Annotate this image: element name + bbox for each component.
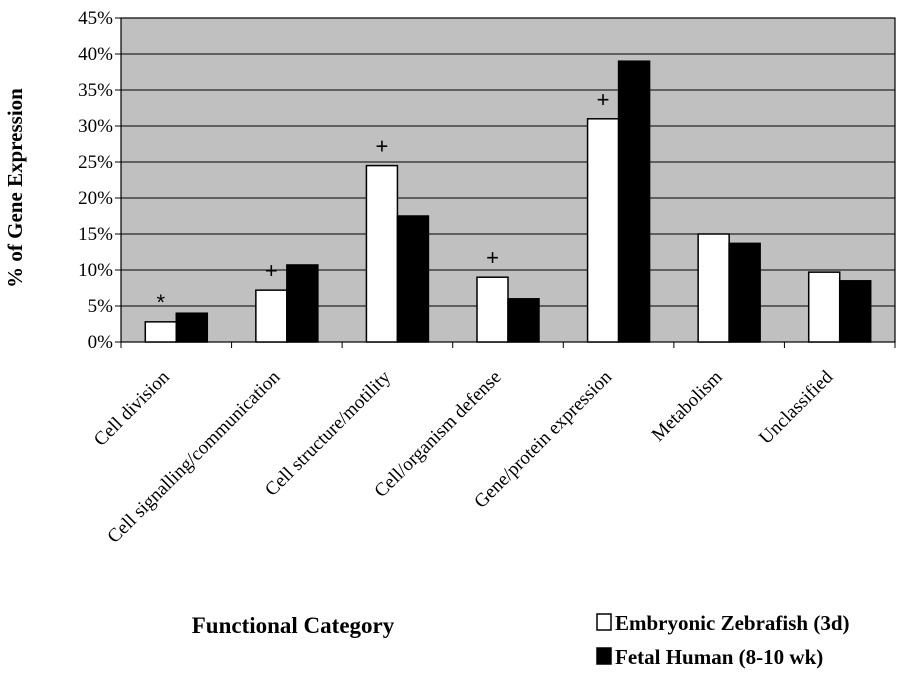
x-category-label: Cell signalling/communication [103, 366, 284, 547]
gridlines [121, 17, 895, 343]
y-tick-label: 20% [78, 188, 113, 209]
significance-mark: + [375, 134, 388, 159]
legend-swatch-human [596, 647, 612, 665]
y-tick-label: 40% [78, 44, 113, 65]
y-tick-label: 35% [78, 80, 113, 101]
bar-human [838, 280, 872, 343]
y-axis-label: % of Gene Expression [3, 88, 27, 288]
bar-zebrafish [807, 271, 841, 343]
y-tick-label: 45% [78, 8, 113, 29]
significance-marks: * + + + + [157, 87, 610, 315]
significance-mark: * [157, 290, 166, 315]
bar-human [617, 60, 651, 343]
legend-swatch-zebrafish [596, 613, 612, 631]
x-category-label: Cell division [90, 366, 174, 450]
bar-zebrafish [144, 321, 178, 343]
y-axis-ticks: 0% 5% 10% 15% 20% 25% 30% 35% 40% 45% [78, 8, 121, 353]
bar-human [396, 215, 430, 343]
bar-human [175, 312, 209, 343]
bar-zebrafish [476, 276, 509, 343]
significance-mark: + [597, 87, 610, 112]
x-category-label: Metabolism [648, 367, 727, 446]
bar-human [286, 264, 319, 343]
legend-label-human: Fetal Human (8-10 wk) [615, 645, 823, 669]
y-tick-label: 15% [78, 224, 113, 245]
x-category-label: Unclassified [755, 366, 837, 448]
y-tick-label: 25% [78, 152, 113, 173]
bar-human [728, 242, 761, 343]
significance-mark: + [486, 245, 499, 270]
bar-zebrafish [586, 118, 620, 343]
y-tick-label: 10% [78, 260, 113, 281]
x-axis-label: Functional Category [192, 613, 395, 638]
bar-zebrafish [697, 233, 730, 343]
legend-label-zebrafish: Embryonic Zebrafish (3d) [615, 611, 850, 635]
bar-zebrafish [365, 164, 399, 343]
bars [144, 60, 872, 343]
x-category-label: Cell structure/motility [261, 366, 395, 500]
y-tick-label: 30% [78, 116, 113, 137]
y-tick-label: 0% [88, 332, 114, 353]
bar-human [507, 298, 540, 343]
y-tick-label: 5% [88, 296, 114, 317]
significance-mark: + [265, 258, 278, 283]
bar-zebrafish [255, 289, 288, 343]
legend: Embryonic Zebrafish (3d) Fetal Human (8-… [596, 611, 850, 669]
